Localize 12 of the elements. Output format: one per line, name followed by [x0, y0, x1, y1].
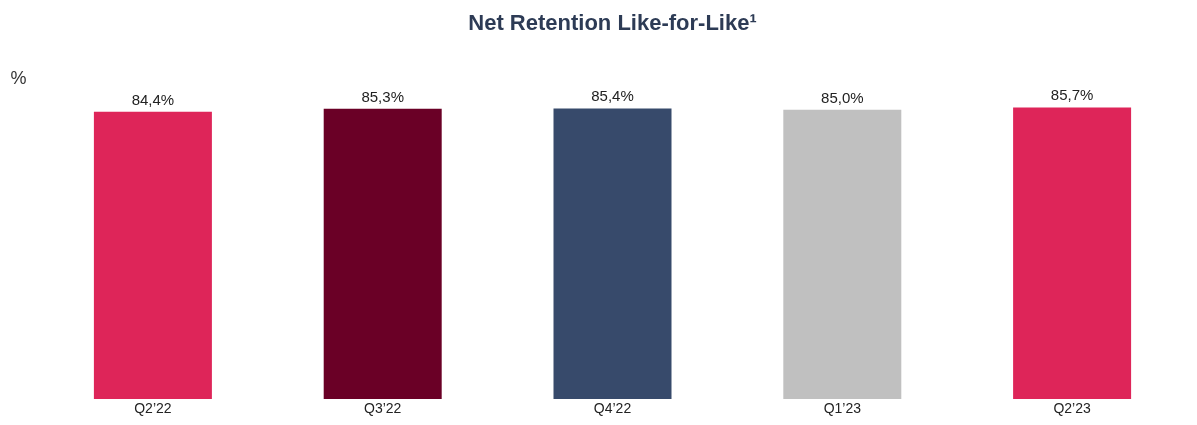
x-tick-label: Q1’23: [823, 399, 862, 416]
data-label: 85,7%: [1050, 86, 1094, 104]
x-tick-label: Q2’23: [1053, 399, 1091, 416]
chart-title: Net Retention Like-for-Like¹: [468, 10, 757, 35]
data-label: 85,3%: [361, 87, 404, 105]
y-axis-title: %: [10, 67, 27, 88]
x-tick-label: Q4’22: [593, 399, 632, 416]
data-label: 84,4%: [131, 90, 175, 108]
x-tick-label: Q2’22: [134, 399, 172, 416]
data-label: 85,0%: [821, 88, 864, 106]
data-label: 85,4%: [591, 87, 634, 105]
x-tick-label: Q3’22: [364, 399, 402, 416]
